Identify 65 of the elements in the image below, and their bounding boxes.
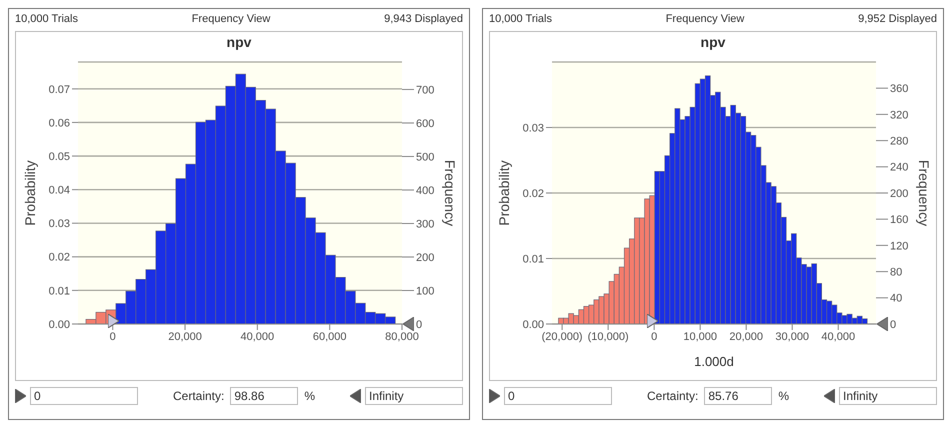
chart-title: npv	[700, 34, 726, 52]
y2-tick-label: 200	[890, 188, 908, 200]
y2-tick-label: 80	[890, 266, 902, 279]
y-tick-label: 0.04	[48, 184, 70, 197]
x-tick-label: 0	[110, 330, 116, 343]
y2-tick-label: 700	[416, 84, 434, 96]
x-tick-label: 0	[651, 330, 658, 343]
y-tick-label: 0.03	[522, 122, 544, 134]
y-tick-label: 0.02	[48, 252, 70, 264]
y-tick-label: 0.01	[522, 253, 544, 266]
y2-tick-label: 600	[416, 118, 434, 130]
y2-tick-label: 240	[890, 162, 908, 174]
y-axis-title: Probability	[496, 160, 512, 226]
x-tick-label: 40,000	[240, 330, 274, 343]
x-tick-label: 60,000	[312, 330, 347, 343]
chart-title: npv	[226, 34, 252, 52]
input-field: 0	[504, 387, 612, 405]
text: Frequency View	[192, 13, 270, 27]
text: 9,943 Displayed	[384, 13, 463, 27]
x-tick-label: 20,000	[729, 330, 764, 343]
x-tick-label: (20,000)	[542, 330, 583, 343]
text: Frequency View	[666, 13, 744, 27]
x-axis-title: 1.000d	[694, 354, 734, 369]
y2-tick-label: 360	[890, 83, 908, 96]
y2-axis-title: Frequency	[916, 160, 932, 226]
y2-tick-label: 0	[416, 318, 422, 331]
input-field: 98.86	[230, 387, 298, 405]
x-tick-label: 30,000	[775, 330, 810, 343]
text: Certainty:	[172, 389, 224, 403]
text: Certainty:	[646, 389, 698, 403]
y-tick-label: 0.00	[48, 318, 70, 331]
y-tick-label: 0.02	[522, 188, 544, 200]
y2-tick-label: 120	[890, 240, 908, 252]
y-tick-label: 0.00	[522, 318, 544, 331]
y2-tick-label: 160	[890, 214, 908, 226]
text: %	[304, 389, 316, 403]
y2-tick-label: 400	[416, 184, 434, 197]
y-tick-label: 0.01	[48, 285, 70, 298]
y2-axis-title: Frequency	[442, 160, 458, 226]
input-field: 85.76	[704, 387, 772, 405]
y2-tick-label: 100	[416, 285, 434, 298]
y2-tick-label: 0	[890, 318, 896, 331]
y2-tick-label: 500	[416, 151, 434, 164]
text: 10,000 Trials	[15, 13, 78, 27]
text: %	[778, 389, 790, 403]
input-field: 0	[30, 387, 138, 405]
text: 9,952 Displayed	[858, 13, 937, 27]
y-tick-label: 0.05	[48, 150, 70, 163]
y2-tick-label: 40	[890, 292, 902, 305]
y2-tick-label: 300	[416, 218, 434, 230]
y2-tick-label: 320	[890, 109, 908, 122]
x-tick-label: 80,000	[385, 330, 419, 343]
y-tick-label: 0.06	[48, 117, 70, 130]
y2-tick-label: 200	[416, 252, 434, 264]
input-field: Infinity	[365, 387, 463, 405]
y-tick-label: 0.07	[48, 84, 70, 96]
y-axis-title: Probability	[22, 160, 38, 226]
x-tick-label: 20,000	[168, 330, 202, 343]
x-tick-label: 40,000	[821, 330, 856, 343]
y2-tick-label: 280	[890, 136, 908, 148]
input-field: Infinity	[839, 387, 937, 405]
text: 10,000 Trials	[489, 13, 552, 27]
x-tick-label: (10,000)	[588, 330, 629, 343]
x-tick-label: 10,000	[683, 330, 718, 343]
y-tick-label: 0.03	[48, 218, 70, 230]
